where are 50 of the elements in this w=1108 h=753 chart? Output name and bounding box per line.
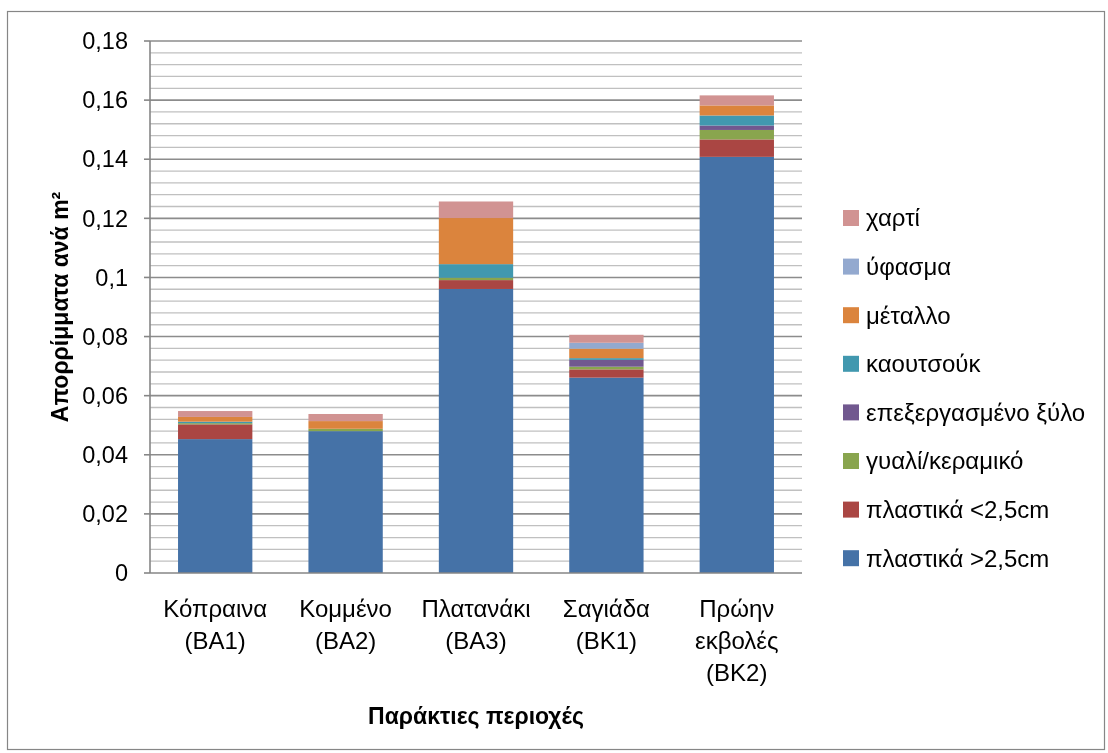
- x-tick-label: Πρώην εκβολές (ΒΚ2): [694, 595, 779, 686]
- legend-label: πλαστικά <2,5cm: [866, 496, 1050, 523]
- bar: [569, 377, 644, 573]
- y-tick-label: 0,16: [82, 87, 128, 114]
- y-tick-label: 0,08: [82, 323, 128, 350]
- legend-label: μέταλλο: [866, 301, 951, 329]
- y-tick-label: 0,18: [82, 28, 128, 55]
- bar: [569, 359, 644, 367]
- legend-label: επεξεργασμένο ξύλο: [866, 398, 1086, 426]
- bar: [178, 424, 253, 440]
- x-tick-label: Κομμένο (ΒΑ2): [299, 595, 392, 654]
- bar: [438, 280, 514, 289]
- bar: [569, 369, 644, 378]
- x-axis-title: Παράκτιες περιοχές: [368, 703, 584, 729]
- bar: [438, 218, 514, 265]
- bar: [569, 342, 644, 349]
- bar: [438, 201, 514, 219]
- legend-label: γυαλί/κεραμικό: [866, 447, 1024, 475]
- legend-label: χαρτί: [866, 204, 921, 232]
- bar: [699, 105, 774, 116]
- legend-label: πλαστικά >2,5cm: [866, 544, 1050, 572]
- bar: [699, 129, 774, 140]
- y-tick-label: 0: [114, 560, 128, 587]
- legend-label: καουτσούκ: [866, 350, 982, 378]
- y-tick-label: 0,06: [82, 382, 128, 409]
- bar: [699, 156, 774, 573]
- bar: [699, 95, 774, 106]
- bar: [569, 348, 644, 359]
- bar: [308, 431, 383, 573]
- x-tick-label: Σαγιάδα (ΒΚ1): [562, 595, 651, 654]
- bar: [699, 125, 774, 130]
- y-tick-label: 0,02: [82, 501, 128, 528]
- legend-label: ύφασμα: [866, 253, 952, 280]
- bar: [699, 115, 774, 126]
- y-tick-label: 0,12: [82, 205, 128, 232]
- y-tick-label: 0,04: [82, 442, 128, 468]
- x-tick-label: Πλατανάκι (ΒΑ3): [421, 595, 531, 654]
- bar: [569, 334, 644, 343]
- y-tick-label: 0,1: [95, 264, 128, 291]
- bar: [178, 439, 253, 573]
- bar: [308, 413, 383, 422]
- bar: [178, 411, 253, 417]
- bar: [438, 288, 514, 573]
- bar: [178, 416, 253, 422]
- x-tick-label: Κόπραινα (ΒΑ1): [163, 595, 268, 654]
- bar: [699, 139, 774, 157]
- bar: [308, 421, 383, 429]
- y-tick-label: 0,14: [82, 146, 128, 173]
- y-axis-title: Απορρίμματα ανά m²: [47, 191, 73, 423]
- bar: [438, 264, 514, 278]
